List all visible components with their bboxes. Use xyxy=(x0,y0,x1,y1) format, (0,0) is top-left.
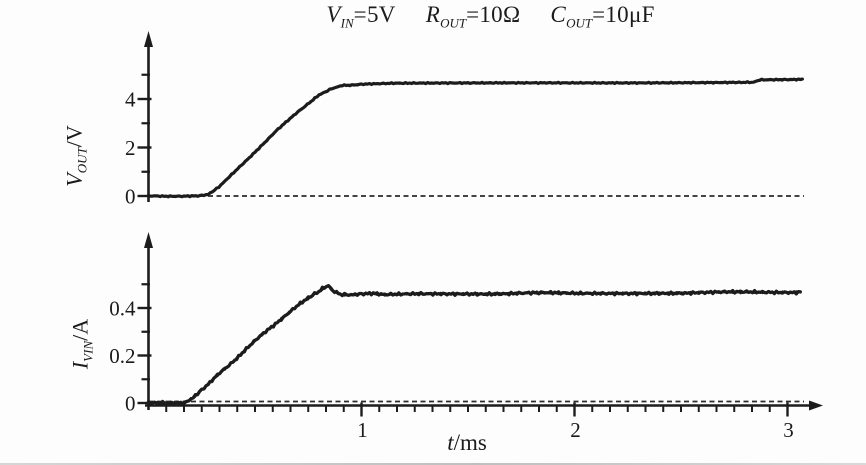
V_OUT-trace xyxy=(146,77,804,199)
vin-value: =5V xyxy=(353,2,396,27)
time-axis-label: t/ms xyxy=(447,430,487,455)
x-axis-arrow-icon xyxy=(809,400,823,411)
y-tick-label: 4 xyxy=(125,88,136,112)
rout-subscript: OUT xyxy=(440,15,467,31)
output-voltage-chart: 0 2 4 xyxy=(125,31,804,209)
rout-value: =10Ω xyxy=(466,2,521,27)
y-tick-label: 0 xyxy=(125,185,136,209)
vout-axis-label: VOUT/V xyxy=(61,125,90,187)
x-tick-label: 3 xyxy=(783,418,794,442)
y-tick-label: 0.4 xyxy=(109,297,136,321)
y-tick-label: 2 xyxy=(125,136,136,160)
cout-subscript: OUT xyxy=(566,15,593,31)
rout-symbol: R xyxy=(425,2,441,27)
y-tick-label: 0.2 xyxy=(109,344,135,368)
figure-title: VIN=5V ROUT=10Ω COUT=10μF xyxy=(163,0,818,39)
input-current-chart: 0 0.2 0.4 xyxy=(109,232,804,416)
ivin-axis-label: IVIN/A xyxy=(67,318,96,370)
title-term-vin: VIN=5V xyxy=(326,2,396,31)
vin-subscript: IN xyxy=(340,15,354,31)
x-tick-label: 2 xyxy=(570,418,581,442)
y-axis-arrow-icon xyxy=(144,31,153,47)
x-tick-label: 1 xyxy=(357,418,368,442)
I_VIN-trace xyxy=(146,284,802,406)
cout-value: =10μF xyxy=(592,2,655,27)
V_OUT-trace xyxy=(147,78,804,198)
y-tick-label: 0 xyxy=(125,392,136,416)
time-axis: 1 2 3 xyxy=(145,400,823,442)
title-term-cout: COUT=10μF xyxy=(550,2,655,31)
cout-symbol: C xyxy=(550,2,567,27)
scan-edge xyxy=(0,463,866,465)
vin-symbol: V xyxy=(326,2,341,27)
title-term-rout: ROUT=10Ω xyxy=(425,2,521,31)
I_VIN-trace xyxy=(147,284,802,406)
y-axis-arrow-icon xyxy=(144,232,153,248)
